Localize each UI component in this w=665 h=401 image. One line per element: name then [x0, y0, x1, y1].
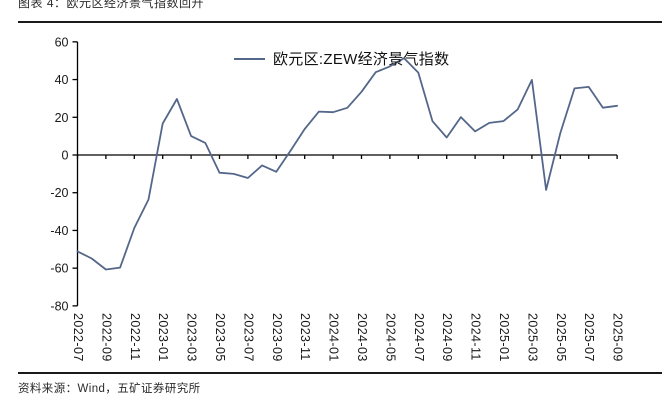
x-tick-label: 2024-11 — [469, 313, 483, 361]
y-tick-label: 60 — [55, 35, 69, 49]
x-tick-label: 2023-11 — [298, 313, 312, 361]
series-line — [76, 57, 618, 271]
legend-label: 欧元区:ZEW经济景气指数 — [273, 51, 450, 68]
x-tick-label: 2022-11 — [128, 313, 142, 361]
y-tick-label: -20 — [50, 186, 68, 200]
x-tick-label: 2024-07 — [412, 313, 426, 362]
figure-title: 图表 4：欧元区经济景气指数回升 — [18, 0, 205, 10]
y-tick-label: -80 — [50, 299, 68, 313]
chart-legend: 欧元区:ZEW经济景气指数 — [234, 48, 449, 69]
x-tick-label: 2022-09 — [99, 313, 113, 362]
x-tick-label: 2025-05 — [554, 313, 568, 362]
x-tick-label: 2024-05 — [383, 313, 397, 362]
x-tick-label: 2023-05 — [213, 313, 227, 362]
y-tick-label: -60 — [50, 262, 68, 276]
x-tick-label: 2025-09 — [611, 313, 625, 362]
x-tick-label: 2023-01 — [156, 313, 170, 362]
y-tick-label: 0 — [62, 149, 69, 163]
y-tick-label: 40 — [55, 73, 69, 87]
x-tick-label: 2023-03 — [185, 313, 199, 362]
source-note: 资料来源：Wind，五矿证券研究所 — [18, 383, 201, 395]
x-tick-label: 2025-01 — [497, 313, 511, 362]
x-tick-label: 2023-07 — [241, 313, 255, 362]
x-tick-label: 2025-07 — [582, 313, 596, 362]
x-tick-label: 2022-07 — [71, 313, 85, 362]
bottom-divider — [18, 372, 662, 374]
x-tick-label: 2024-09 — [440, 313, 454, 362]
y-tick-label: -40 — [50, 224, 68, 238]
x-tick-label: 2024-03 — [355, 313, 369, 362]
top-divider — [18, 21, 662, 23]
x-tick-label: 2023-09 — [270, 313, 284, 362]
y-tick-label: 20 — [55, 111, 69, 125]
x-tick-label: 2024-01 — [327, 313, 341, 362]
x-tick-label: 2025-03 — [525, 313, 539, 362]
legend-line-sample-icon — [234, 57, 265, 60]
